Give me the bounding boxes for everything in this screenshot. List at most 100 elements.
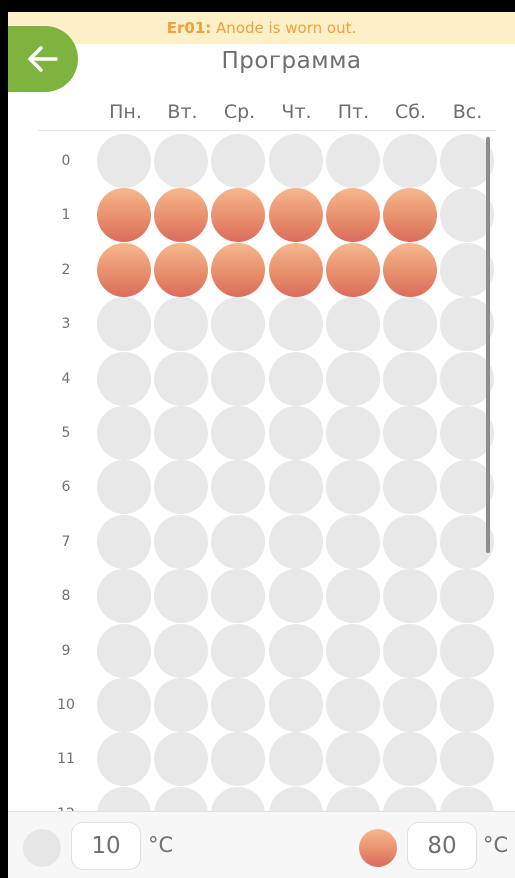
schedule-cell[interactable] bbox=[211, 569, 266, 624]
schedule-cell[interactable] bbox=[154, 406, 209, 460]
schedule-cell[interactable] bbox=[97, 297, 151, 352]
schedule-cell[interactable] bbox=[97, 678, 151, 732]
schedule-cell[interactable] bbox=[325, 786, 380, 811]
schedule-cell[interactable] bbox=[268, 678, 323, 732]
schedule-cell[interactable] bbox=[383, 678, 437, 732]
schedule-cell[interactable] bbox=[383, 786, 437, 811]
schedule-cell-active[interactable] bbox=[154, 242, 209, 297]
schedule-cell[interactable] bbox=[440, 242, 495, 297]
schedule-cell-active[interactable] bbox=[211, 188, 266, 243]
schedule-cell[interactable] bbox=[383, 514, 437, 569]
schedule-cell[interactable] bbox=[325, 460, 380, 515]
schedule-cell[interactable] bbox=[268, 786, 323, 811]
schedule-cell[interactable] bbox=[268, 351, 323, 406]
schedule-cell[interactable] bbox=[440, 297, 495, 352]
schedule-cell[interactable] bbox=[97, 134, 151, 188]
schedule-cell[interactable] bbox=[154, 786, 209, 811]
schedule-cell[interactable] bbox=[97, 786, 151, 811]
schedule-cell[interactable] bbox=[154, 569, 209, 624]
schedule-cell[interactable] bbox=[325, 406, 380, 460]
schedule-cell[interactable] bbox=[383, 351, 437, 406]
schedule-cell[interactable] bbox=[383, 406, 437, 460]
schedule-cell[interactable] bbox=[325, 134, 380, 188]
schedule-cell[interactable] bbox=[383, 460, 437, 515]
schedule-cell[interactable] bbox=[97, 406, 151, 460]
schedule-cell[interactable] bbox=[97, 351, 151, 406]
schedule-cell[interactable] bbox=[154, 134, 209, 188]
schedule-cell[interactable] bbox=[211, 134, 266, 188]
scrollbar[interactable] bbox=[486, 137, 490, 553]
schedule-cell[interactable] bbox=[268, 514, 323, 569]
schedule-cell[interactable] bbox=[268, 569, 323, 624]
schedule-cell[interactable] bbox=[211, 786, 266, 811]
schedule-cell[interactable] bbox=[268, 732, 323, 787]
schedule-cell[interactable] bbox=[325, 351, 380, 406]
schedule-cell[interactable] bbox=[325, 569, 380, 624]
schedule-cell[interactable] bbox=[154, 623, 209, 678]
schedule-cell[interactable] bbox=[383, 134, 437, 188]
schedule-cell[interactable] bbox=[268, 623, 323, 678]
schedule-cell[interactable] bbox=[211, 351, 266, 406]
schedule-cell[interactable] bbox=[383, 623, 437, 678]
page-title: Программа bbox=[221, 48, 362, 74]
schedule-cell-active[interactable] bbox=[325, 188, 380, 243]
schedule-cell[interactable] bbox=[268, 460, 323, 515]
weekday-label: Ср. bbox=[223, 101, 256, 123]
schedule-cell[interactable] bbox=[211, 297, 266, 352]
schedule-cell[interactable] bbox=[440, 569, 495, 624]
schedule-cell[interactable] bbox=[383, 732, 437, 787]
hour-label: 4 bbox=[61, 370, 71, 387]
schedule-cell[interactable] bbox=[268, 134, 323, 188]
schedule-cell[interactable] bbox=[440, 678, 495, 732]
schedule-cell[interactable] bbox=[325, 678, 380, 732]
schedule-cell[interactable] bbox=[211, 623, 266, 678]
schedule-cell-active[interactable] bbox=[97, 188, 151, 243]
schedule-cell-active[interactable] bbox=[383, 242, 437, 297]
schedule-cell[interactable] bbox=[97, 732, 151, 787]
schedule-cell[interactable] bbox=[325, 623, 380, 678]
schedule-cell[interactable] bbox=[211, 460, 266, 515]
schedule-cell[interactable] bbox=[154, 460, 209, 515]
schedule-cell[interactable] bbox=[440, 188, 495, 243]
schedule-cell[interactable] bbox=[154, 297, 209, 352]
schedule-cell[interactable] bbox=[97, 569, 151, 624]
schedule-cell[interactable] bbox=[268, 297, 323, 352]
schedule-cell[interactable] bbox=[325, 514, 380, 569]
schedule-cell[interactable] bbox=[97, 623, 151, 678]
schedule-cell-active[interactable] bbox=[325, 242, 380, 297]
schedule-cell[interactable] bbox=[440, 786, 495, 811]
low-temp-field[interactable]: 10 bbox=[71, 822, 141, 870]
schedule-cell[interactable] bbox=[154, 678, 209, 732]
schedule-cell-active[interactable] bbox=[154, 188, 209, 243]
schedule-cell[interactable] bbox=[211, 406, 266, 460]
schedule-cell[interactable] bbox=[440, 460, 495, 515]
high-temp-field[interactable]: 80 bbox=[407, 822, 477, 870]
schedule-cell[interactable] bbox=[211, 732, 266, 787]
schedule-cell-active[interactable] bbox=[268, 188, 323, 243]
schedule-cell[interactable] bbox=[440, 406, 495, 460]
schedule-cell[interactable] bbox=[440, 351, 495, 406]
schedule-cell[interactable] bbox=[97, 514, 151, 569]
schedule-cell[interactable] bbox=[154, 514, 209, 569]
schedule-cell-active[interactable] bbox=[211, 242, 266, 297]
schedule-cell[interactable] bbox=[325, 297, 380, 352]
schedule-cell[interactable] bbox=[383, 569, 437, 624]
schedule-cell[interactable] bbox=[440, 134, 495, 188]
schedule-cell-active[interactable] bbox=[97, 242, 151, 297]
schedule-grid[interactable]: 0123456789101112 bbox=[8, 131, 515, 811]
schedule-cell[interactable] bbox=[383, 297, 437, 352]
schedule-cell[interactable] bbox=[440, 623, 495, 678]
schedule-cell[interactable] bbox=[97, 460, 151, 515]
schedule-cell[interactable] bbox=[325, 732, 380, 787]
back-button[interactable] bbox=[8, 26, 78, 92]
schedule-cell[interactable] bbox=[154, 732, 209, 787]
schedule-cell-active[interactable] bbox=[268, 242, 323, 297]
schedule-cell[interactable] bbox=[268, 406, 323, 460]
schedule-cell[interactable] bbox=[154, 351, 209, 406]
schedule-cell[interactable] bbox=[211, 514, 266, 569]
hour-row: 1 bbox=[8, 188, 515, 243]
schedule-cell[interactable] bbox=[440, 732, 495, 787]
schedule-cell[interactable] bbox=[440, 514, 495, 569]
schedule-cell-active[interactable] bbox=[383, 188, 437, 243]
schedule-cell[interactable] bbox=[211, 678, 266, 732]
